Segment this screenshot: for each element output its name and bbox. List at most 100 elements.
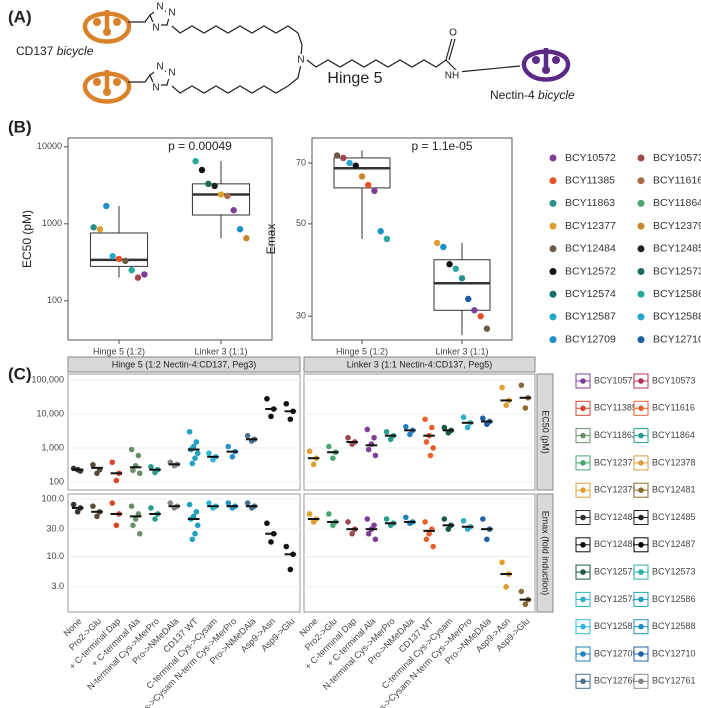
y-tick-label: 100,000 [31, 374, 64, 384]
point [484, 536, 490, 543]
legend-marker [637, 336, 645, 344]
legend-marker [637, 268, 645, 275]
point [130, 467, 136, 474]
point [422, 519, 428, 525]
legend-label: BCY12377 [565, 220, 616, 232]
legend-marker [580, 514, 586, 521]
point [483, 325, 491, 332]
point [522, 405, 529, 411]
point [364, 426, 371, 433]
atom-bg [295, 54, 306, 66]
facet-strip [303, 356, 536, 373]
row-strip [536, 373, 554, 491]
point [141, 271, 148, 278]
point [132, 516, 139, 522]
legend-label: BCY12573 [653, 265, 701, 277]
row-strip [536, 493, 554, 613]
point [522, 601, 529, 608]
legend-marker [580, 651, 586, 657]
legend-marker [638, 460, 644, 466]
legend-label: BCY12587 [565, 311, 616, 323]
point [225, 500, 232, 506]
point [429, 424, 435, 431]
y-tick-label: 50 [296, 218, 306, 228]
legend-label: BCY12484 [594, 512, 638, 522]
legend-label: BCY12588 [653, 311, 701, 323]
legend-marker [549, 290, 557, 298]
point [426, 530, 432, 537]
point [499, 559, 505, 566]
point [403, 514, 409, 521]
point [193, 439, 200, 445]
point [94, 470, 100, 477]
point [480, 415, 486, 422]
point [471, 307, 478, 314]
point [128, 503, 135, 509]
legend-label: BCY12586 [653, 288, 701, 300]
legend-marker [637, 222, 645, 230]
legend-label: BCY11864 [653, 197, 701, 209]
point [283, 543, 290, 550]
point [352, 162, 359, 169]
point [484, 421, 490, 428]
point [74, 508, 81, 515]
point [283, 400, 290, 407]
point [230, 207, 237, 214]
point [217, 191, 225, 198]
point [427, 452, 434, 459]
legend-marker [549, 245, 557, 253]
point [194, 522, 201, 529]
legend-label: BCY12709 [594, 648, 638, 658]
legend-label: BCY11616 [652, 403, 695, 413]
y-tick-label: 100 [47, 295, 62, 305]
point [148, 505, 154, 511]
legend-marker [638, 514, 644, 521]
legend-marker [580, 678, 586, 685]
legend-label: BCY12379 [653, 220, 701, 232]
box [89, 232, 149, 267]
legend-label: BCY12572 [565, 265, 616, 277]
y-tick-label: 1000 [42, 218, 62, 228]
point [103, 202, 110, 210]
point [340, 154, 347, 162]
point [109, 459, 116, 466]
atom-bg [166, 67, 177, 79]
point [423, 536, 430, 543]
point [465, 295, 472, 303]
box [191, 183, 251, 216]
atom-label: N [168, 8, 175, 19]
point [460, 414, 467, 421]
point [433, 239, 441, 247]
legend-marker [549, 199, 557, 207]
legend-marker [638, 678, 644, 685]
legend-label: BCY12588 [652, 621, 696, 631]
legend-marker [549, 222, 557, 230]
point [192, 455, 198, 461]
point [349, 530, 355, 537]
legend-marker [638, 623, 644, 630]
legend-marker [580, 569, 586, 575]
point [441, 424, 448, 431]
point [326, 443, 332, 450]
point [186, 428, 193, 435]
legend-marker [580, 460, 586, 466]
facet-strip [67, 356, 301, 373]
legend-label: BCY10573 [652, 375, 696, 385]
point [210, 456, 216, 463]
point [452, 265, 459, 272]
legend-label: BCY11863 [594, 430, 637, 440]
legend-marker [638, 542, 644, 548]
point [306, 511, 313, 517]
point [115, 255, 123, 263]
y-tick-label: 30 [296, 311, 306, 321]
point [458, 275, 466, 282]
point [333, 152, 341, 159]
panel-label: (B) [8, 117, 32, 136]
x-tick-label: Linker 3 (1:1) [435, 346, 488, 356]
point [441, 516, 448, 522]
legend-marker [637, 177, 645, 185]
point [189, 460, 196, 467]
point [167, 500, 174, 506]
point [330, 455, 336, 461]
atom-label: N [297, 55, 304, 66]
